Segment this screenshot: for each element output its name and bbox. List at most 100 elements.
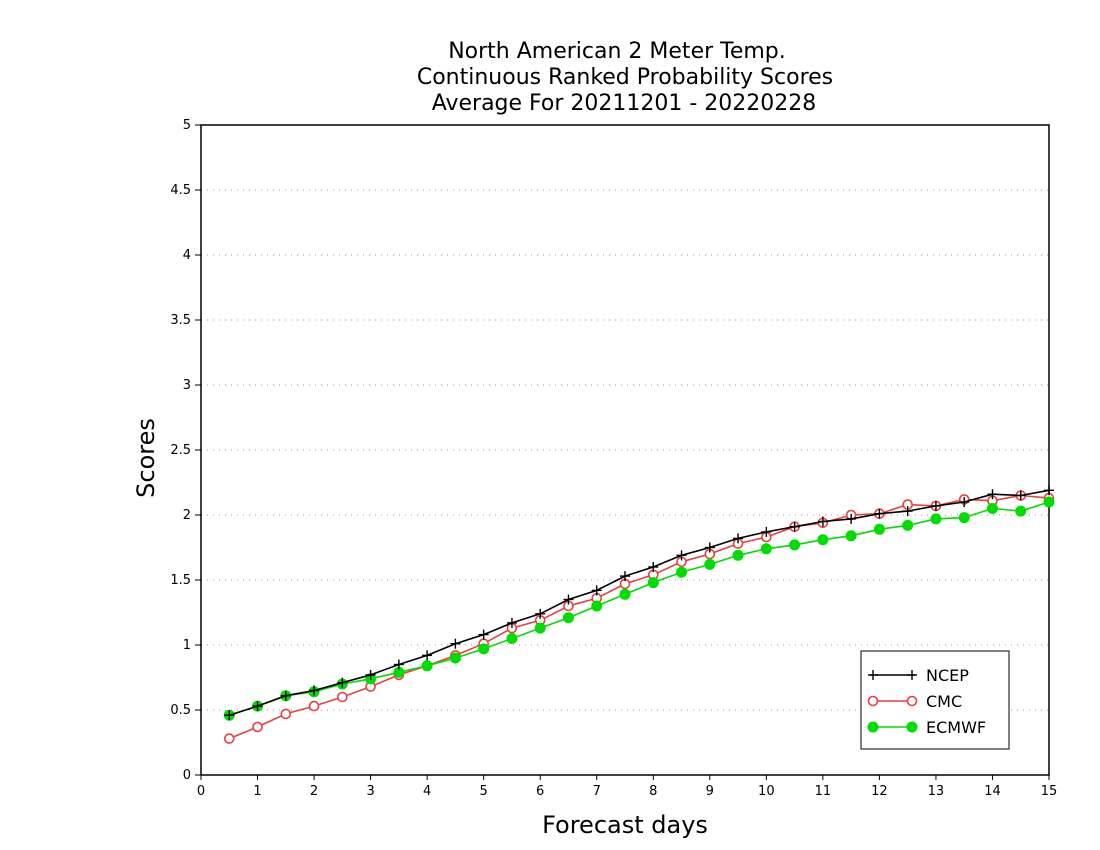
data-point-ncep: [846, 513, 857, 524]
data-point-ncep: [789, 521, 800, 532]
x-tick-label: 6: [536, 784, 544, 799]
data-point-ecmwf: [676, 566, 688, 578]
x-axis-label: Forecast days: [542, 811, 708, 839]
legend-label-cmc: CMC: [926, 692, 962, 711]
x-tick-label: 1: [253, 784, 261, 799]
legend-marker-cmc: [867, 695, 879, 707]
legend-marker-ncep: [907, 670, 917, 680]
data-point-ecmwf: [647, 577, 659, 589]
data-point-ecmwf: [789, 539, 801, 551]
data-point-ncep: [506, 617, 517, 628]
legend-item-ncep: NCEP: [868, 666, 969, 685]
data-point-ecmwf: [986, 503, 998, 514]
legend-label-ncep: NCEP: [926, 666, 969, 685]
x-tick-label: 7: [593, 784, 601, 799]
data-point-ncep: [591, 585, 602, 596]
series-ncep: [224, 485, 1054, 721]
data-point-ecmwf: [534, 622, 546, 634]
data-point-ecmwf: [902, 519, 914, 531]
legend-marker-ecmwf: [867, 721, 879, 733]
data-point-ecmwf: [562, 612, 574, 624]
chart-title-line-1: North American 2 Meter Temp.: [448, 39, 786, 64]
data-point-ncep: [959, 497, 970, 507]
series-lines: [223, 485, 1055, 744]
x-tick-label: 0: [197, 784, 205, 799]
data-point-ecmwf: [1015, 505, 1027, 517]
data-point-cmc: [280, 708, 292, 720]
y-tick-label: 1: [183, 638, 191, 653]
y-axis-label: Scores: [132, 418, 160, 498]
x-tick-label: 4: [423, 784, 431, 799]
legend-marker-ecmwf: [906, 721, 918, 733]
y-tick-label: 4.5: [170, 183, 191, 198]
legend-label-ecmwf: ECMWF: [926, 718, 986, 737]
data-point-ecmwf: [930, 513, 942, 525]
x-tick-label: 10: [758, 784, 775, 799]
x-tick-label: 12: [871, 784, 888, 799]
legend-marker-cmc: [906, 695, 918, 707]
data-point-ncep: [987, 489, 998, 500]
series-ecmwf: [223, 496, 1055, 721]
x-tick-label: 5: [480, 784, 488, 799]
data-point-ecmwf: [958, 512, 970, 524]
legend-item-cmc: CMC: [867, 692, 962, 711]
legend-box: [860, 650, 1010, 750]
chart-title-line-2: Continuous Ranked Probability Scores: [417, 65, 833, 90]
data-point-ncep: [252, 701, 263, 712]
x-tick-label: 3: [366, 784, 374, 799]
data-point-ncep: [620, 571, 630, 582]
data-point-ncep: [1044, 485, 1054, 496]
y-tick-label: 0: [183, 768, 191, 783]
data-point-ncep: [1015, 490, 1026, 501]
y-tick-label: 0.5: [170, 703, 191, 718]
x-tick-label: 15: [1041, 784, 1058, 799]
data-point-cmc: [252, 721, 263, 733]
data-point-ncep: [365, 669, 376, 680]
data-point-ecmwf: [421, 660, 433, 672]
data-point-ecmwf: [817, 534, 829, 546]
y-tick-label: 1.5: [170, 573, 191, 588]
x-tick-label: 8: [649, 784, 657, 799]
data-point-ecmwf: [760, 543, 772, 555]
gridlines: [201, 189, 1049, 711]
data-point-cmc: [308, 700, 320, 712]
x-tick-label: 13: [928, 784, 945, 799]
data-point-ncep: [450, 638, 461, 649]
data-point-ncep: [733, 533, 744, 544]
data-point-ecmwf: [619, 588, 631, 600]
x-tick-label: 2: [310, 784, 318, 799]
data-point-ncep: [478, 629, 489, 640]
y-tick-label: 3.5: [170, 313, 191, 328]
data-point-ncep: [309, 685, 320, 696]
y-tick-label: 4: [183, 248, 191, 263]
data-point-ncep: [874, 508, 885, 519]
data-point-ecmwf: [591, 600, 603, 612]
data-point-ecmwf: [732, 549, 744, 561]
series-line-ncep: [229, 489, 1050, 716]
data-point-ncep: [280, 690, 291, 701]
data-point-ecmwf: [506, 633, 518, 644]
data-point-cmc: [337, 691, 348, 703]
x-tick-label: 9: [706, 784, 714, 799]
data-point-ncep: [902, 506, 913, 517]
data-point-ecmwf: [449, 652, 461, 664]
data-point-ncep: [224, 710, 235, 721]
data-point-ncep: [648, 562, 659, 572]
data-point-ncep: [563, 594, 574, 605]
chart-title: North American 2 Meter Temp. Continuous …: [417, 39, 833, 116]
data-point-ecmwf: [873, 523, 885, 535]
y-tick-label: 5: [183, 118, 191, 133]
data-point-ncep: [337, 677, 348, 688]
data-point-ncep: [422, 650, 433, 661]
x-tick-label: 14: [984, 784, 1001, 799]
data-point-ecmwf: [845, 530, 857, 542]
axis-ticks: 00.511.522.533.544.550 1 2 3 4 5 6 7 8 9 10 11 12 13 1…: [170, 118, 1057, 799]
data-point-ncep: [535, 608, 546, 619]
data-point-ncep: [393, 659, 404, 670]
data-point-cmc: [223, 733, 235, 744]
legend: NCEP CMC ECMWF: [860, 650, 1010, 750]
data-point-ncep: [817, 516, 828, 527]
legend-item-ecmwf: ECMWF: [867, 718, 986, 737]
data-point-ncep: [930, 500, 941, 511]
